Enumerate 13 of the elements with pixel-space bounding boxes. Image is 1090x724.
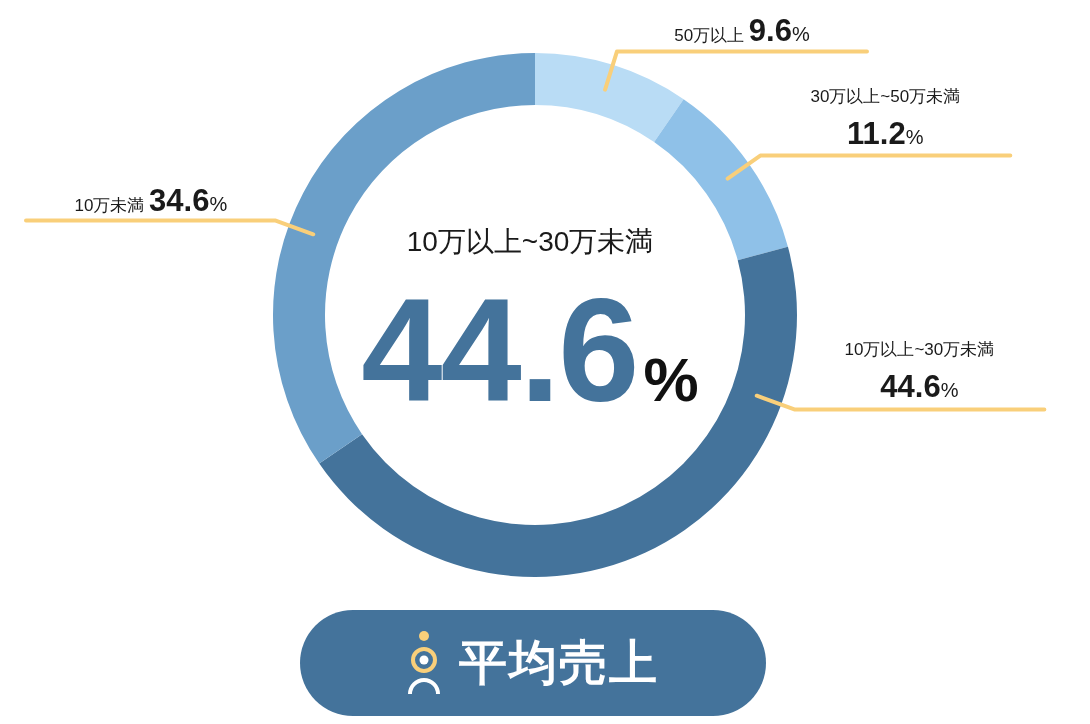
donut-slice (654, 99, 788, 261)
slice-label: 30万以上~50万未満 (810, 86, 961, 106)
slice-label: 10万未満 (74, 195, 150, 215)
donut-slice (535, 53, 684, 143)
slice-label: 50万以上 (674, 26, 749, 46)
data-label: 34.6% (149, 182, 228, 218)
data-label: 44.6% (880, 369, 959, 405)
slice-label: 10万以上~30万未満 (844, 340, 995, 360)
data-label: 11.2% (847, 115, 924, 151)
text: 10万以上~30万未満 (405, 225, 655, 259)
text: 平均売上 (459, 635, 659, 691)
data-label: 9.6% (748, 13, 810, 49)
text: 44.6% (361, 269, 699, 432)
